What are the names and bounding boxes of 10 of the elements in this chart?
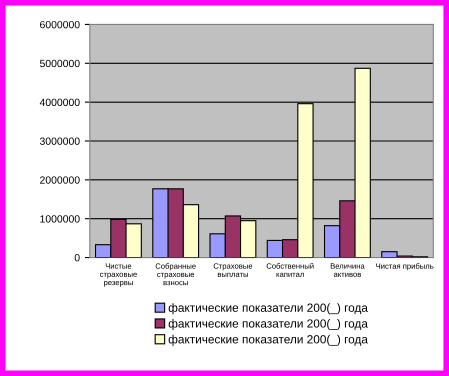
y-tick-label: 3000000: [40, 138, 80, 145]
y-tick-label: 2000000: [40, 176, 80, 184]
legend-label: фактические показатели 200(_) года: [168, 303, 368, 314]
legend-label: фактические показатели 200(_) года: [168, 334, 368, 346]
y-tick-label: 5000000: [40, 60, 80, 68]
y-tick-label: 0: [74, 254, 80, 262]
y-tick-label: 6000000: [40, 20, 80, 28]
y-tick-label: 4000000: [40, 98, 80, 106]
y-tick-label: 1000000: [40, 215, 80, 223]
legend-label: фактические показатели 200(_) года: [168, 319, 368, 330]
